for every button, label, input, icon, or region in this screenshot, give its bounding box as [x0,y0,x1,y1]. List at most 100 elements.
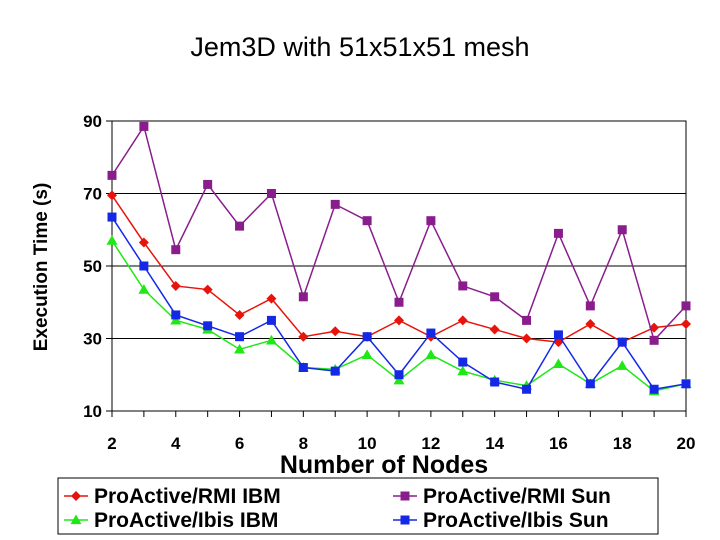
y-axis-ticks: 10 30 50 70 90 [83,112,112,421]
legend-swatch-marker [71,491,81,501]
y-tick-label: 30 [83,330,102,349]
data-point [298,292,308,302]
data-point [107,190,117,201]
data-point [139,261,149,271]
legend-label: ProActive/RMI Sun [423,485,611,508]
data-point [107,170,117,180]
data-point [457,315,468,326]
grid-lines [112,120,686,412]
data-point [585,379,595,389]
x-tick-label: 6 [235,434,244,453]
data-point [203,321,213,331]
data-point [235,332,245,342]
data-point [617,225,627,235]
data-point [203,179,213,189]
data-point [458,281,468,291]
data-point [330,326,341,337]
x-tick-label: 18 [613,434,632,453]
data-point [393,374,405,385]
data-point [394,297,404,307]
data-point [361,349,373,359]
data-point [681,301,691,311]
data-point [171,245,181,255]
data-point [170,314,182,325]
legend-item: ProActive/RMI IBM [64,485,281,508]
data-point [425,349,437,359]
data-point [457,365,469,376]
x-tick-label: 20 [677,434,696,453]
series-group [106,121,692,396]
data-point [553,228,563,238]
x-tick-label: 14 [485,434,504,453]
legend-item: ProActive/RMI Sun [393,485,611,508]
series-0 [107,190,691,348]
data-point [235,221,245,231]
x-tick-label: 8 [299,434,308,453]
x-tick-label: 4 [171,434,181,453]
series-3 [107,212,691,394]
data-point [617,337,627,347]
data-point [362,216,372,226]
legend-swatch-marker [400,515,410,525]
data-point [553,330,563,340]
x-tick-label: 12 [421,434,440,453]
data-point [266,189,276,198]
data-point [426,328,436,338]
data-point [552,358,564,368]
data-point [394,370,404,380]
data-point [681,319,691,329]
data-point [489,324,500,335]
chart-title: Jem3D with 51x51x51 mesh [190,32,530,62]
data-point [616,360,628,370]
data-point [426,216,436,226]
data-point [521,333,532,344]
legend-label: ProActive/Ibis Sun [423,509,609,532]
x-tick-label: 16 [549,434,568,453]
data-point [265,334,277,345]
data-point [649,384,659,394]
legend: ProActive/RMI IBM ProActive/RMI SunProAct… [57,477,659,535]
data-point [266,315,276,325]
legend-swatch-marker [70,514,82,525]
data-point [266,293,277,304]
data-point [649,335,659,345]
legend-swatch-marker [400,491,410,501]
y-axis-label: Execution Time (s) [31,183,52,352]
data-point [330,199,340,209]
y-tick-label: 50 [83,257,102,276]
legend-item: ProActive/Ibis IBM [64,509,278,532]
data-point [171,310,181,320]
data-point [138,237,149,248]
data-point [362,332,372,342]
y-tick-label: 70 [83,185,102,204]
data-point [139,121,149,131]
data-point [394,315,404,326]
x-axis-label: Number of Nodes [280,451,488,479]
data-point [458,357,468,367]
data-point [298,363,308,372]
data-point [490,377,500,387]
data-point [106,235,118,245]
y-tick-label: 90 [83,112,102,131]
data-point [107,212,117,222]
data-point [202,284,213,295]
x-axis-ticks: 2 4 6 8 10 12 14 16 18 20 [107,411,695,453]
data-point [298,331,309,342]
x-tick-label: 2 [107,434,116,453]
data-point [234,343,246,354]
data-point [138,284,150,294]
data-point [522,315,532,325]
legend-box [57,477,659,535]
data-point [234,309,245,320]
series-line [111,124,687,342]
data-point [170,280,181,291]
y-tick-label: 10 [83,402,102,421]
series-1 [107,121,691,345]
data-point [585,319,596,329]
data-point [585,301,595,311]
data-point [330,366,340,376]
data-point [681,379,691,389]
legend-label: ProActive/Ibis IBM [94,509,278,532]
data-point [522,384,532,394]
